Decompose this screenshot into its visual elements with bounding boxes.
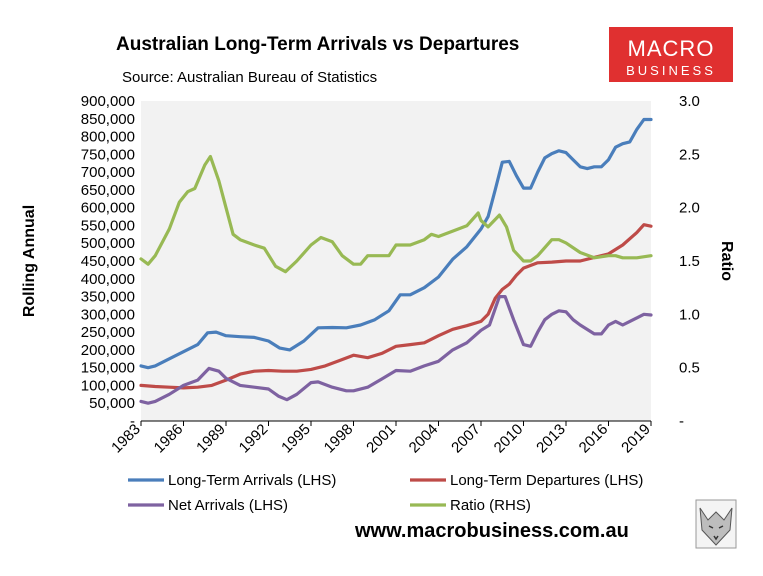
- y-tick-label: 850,000: [81, 111, 135, 128]
- x-tick-label: 1998: [321, 421, 357, 457]
- y2-tick-label: 2.0: [679, 200, 700, 217]
- x-tick-label: 1992: [236, 421, 272, 457]
- series-line-3: [139, 295, 653, 405]
- legend-label: Ratio (RHS): [450, 497, 531, 514]
- x-tick-label: 2004: [406, 421, 442, 457]
- y-tick-label: 650,000: [81, 182, 135, 199]
- brand-logo-background: [609, 27, 733, 82]
- y-tick-label: 600,000: [81, 200, 135, 217]
- x-tick-label: 2001: [363, 421, 399, 457]
- x-tick-label: 2019: [618, 421, 654, 457]
- x-tick-label: 2007: [448, 421, 484, 457]
- y2-tick-label: 0.5: [679, 360, 700, 377]
- y-tick-label: 750,000: [81, 146, 135, 163]
- x-tick-label: 2013: [533, 421, 569, 457]
- x-tick-label: 1986: [151, 421, 187, 457]
- y-axis-title: Rolling Annual: [21, 205, 38, 317]
- website-text: www.macrobusiness.com.au: [354, 520, 629, 542]
- y-tick-label: -: [130, 413, 135, 430]
- x-tick-label: 1989: [193, 421, 229, 457]
- y-tick-label: 300,000: [81, 306, 135, 323]
- legend-label: Long-Term Departures (LHS): [450, 472, 643, 489]
- y2-tick-label: 3.0: [679, 93, 700, 110]
- y-tick-label: 350,000: [81, 289, 135, 306]
- fox-emblem-icon: [695, 499, 737, 549]
- y2-tick-label: 2.5: [679, 146, 700, 163]
- brand-logo-bottom-text: BUSINESS: [626, 63, 716, 78]
- chart-title: Australian Long-Term Arrivals vs Departu…: [116, 34, 519, 55]
- y-tick-label: 550,000: [81, 217, 135, 234]
- y-tick-label: 150,000: [81, 360, 135, 377]
- y-tick-label: 50,000: [89, 395, 135, 412]
- y-tick-label: 500,000: [81, 235, 135, 252]
- legend-label: Net Arrivals (LHS): [168, 497, 288, 514]
- y-tick-label: 450,000: [81, 253, 135, 270]
- x-tick-label: 2016: [576, 421, 612, 457]
- series-layer: [139, 117, 653, 405]
- chart-subtitle: Source: Australian Bureau of Statistics: [122, 69, 377, 86]
- y2-axis-title: Ratio: [718, 241, 735, 281]
- y2-tick-label: 1.5: [679, 253, 700, 270]
- y-tick-label: 400,000: [81, 271, 135, 288]
- brand-logo-top-text: MACRO: [628, 36, 715, 61]
- brand-logo: MACRO BUSINESS: [609, 27, 733, 82]
- y-tick-label: 800,000: [81, 129, 135, 146]
- y-tick-label: 200,000: [81, 342, 135, 359]
- y-tick-label: 700,000: [81, 164, 135, 181]
- x-tick-label: 1983: [108, 421, 144, 457]
- legend: Long-Term Arrivals (LHS) Long-Term Depart…: [128, 472, 643, 514]
- y-tick-label: 250,000: [81, 324, 135, 341]
- y-tick-label: 100,000: [81, 377, 135, 394]
- y-tick-label: 900,000: [81, 93, 135, 110]
- x-tick-label: 2010: [491, 421, 527, 457]
- series-line-4: [139, 154, 653, 274]
- x-tick-label: 1995: [278, 421, 314, 457]
- series-line-1: [139, 117, 653, 370]
- series-line-2: [139, 223, 653, 390]
- legend-label: Long-Term Arrivals (LHS): [168, 472, 336, 489]
- y2-tick-label: -: [679, 413, 684, 430]
- y2-tick-label: 1.0: [679, 306, 700, 323]
